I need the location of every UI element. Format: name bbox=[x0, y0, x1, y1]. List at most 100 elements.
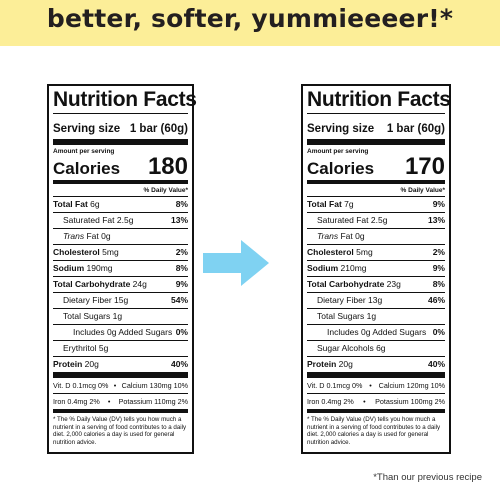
nutrient-dv: 9% bbox=[432, 199, 445, 209]
nutrient-amount: 15g bbox=[114, 295, 129, 305]
nutrient-label: Trans bbox=[317, 231, 339, 241]
total-fat-row: Total Fat 7g 9% bbox=[307, 197, 445, 213]
arrow-right-icon bbox=[203, 240, 269, 286]
trans-fat-row: Trans Fat 0g bbox=[307, 229, 445, 245]
sodium-row: Sodium 210mg 9% bbox=[307, 261, 445, 277]
daily-value-footnote: * The % Daily Value (DV) tells you how m… bbox=[53, 416, 187, 446]
calories-value: 180 bbox=[147, 153, 188, 180]
nutrient-label: Dietary Fiber bbox=[63, 295, 112, 305]
nutrient-amount: 7g bbox=[344, 199, 354, 209]
dietary-fiber-row: Dietary Fiber 15g 54% bbox=[53, 293, 188, 309]
nutrient-dv: 9% bbox=[175, 279, 188, 289]
nutrient-amount: 190mg bbox=[86, 263, 113, 273]
total-fat-row: Total Fat 6g 8% bbox=[53, 197, 188, 213]
nutrient-dv: 8% bbox=[175, 263, 188, 273]
nutrient-amount: 1g bbox=[366, 311, 377, 321]
added-sugars-row: Includes 0g Added Sugars 0% bbox=[307, 325, 445, 341]
vitamin-entry: Potassium 110mg 2% bbox=[118, 397, 188, 406]
nutrient-amount: Fat 0g bbox=[84, 231, 111, 241]
calories-row: Calories 170 bbox=[307, 155, 445, 184]
nutrient-label: Total Carbohydrate bbox=[307, 279, 385, 289]
saturated-fat-row: Saturated Fat 2.5g 13% bbox=[53, 213, 188, 229]
daily-value-header: % Daily Value* bbox=[53, 184, 188, 197]
nutrient-amount: Fat 0g bbox=[338, 231, 365, 241]
vitamin-row-2: Iron 0.4mg 2% • Potassium 110mg 2% bbox=[53, 394, 188, 413]
nutrient-dv: 0% bbox=[175, 327, 188, 337]
total-carbohydrate-row: Total Carbohydrate 23g 8% bbox=[307, 277, 445, 293]
vitamin-row-1: Vit. D 0.1mcg 0% • Calcium 120mg 10% bbox=[307, 378, 445, 394]
nutrient-dv: 40% bbox=[427, 359, 445, 369]
vitamin-entry: Calcium 130mg 10% bbox=[121, 381, 188, 390]
nutrient-label: Total Carbohydrate bbox=[53, 279, 131, 289]
nutrient-dv: 40% bbox=[170, 359, 188, 369]
separator-dot: • bbox=[363, 397, 366, 406]
nutrient-label: Cholesterol bbox=[53, 247, 100, 257]
nutrient-label: Saturated Fat bbox=[317, 215, 369, 225]
separator-dot: • bbox=[107, 397, 111, 406]
nutrient-label: Total Sugars bbox=[63, 311, 111, 321]
nutrient-amount: 2.5g bbox=[116, 215, 134, 225]
nutrient-dv: 2% bbox=[432, 247, 445, 257]
headline: better, softer, yummieeeer!* bbox=[46, 4, 454, 33]
nutrient-label: Total Fat bbox=[307, 199, 342, 209]
nutrient-label: Sugar Alcohols bbox=[317, 343, 374, 353]
nutrient-amount: 23g bbox=[386, 279, 401, 289]
nutrient-label: Total Sugars bbox=[317, 311, 365, 321]
nutrient-dv: 46% bbox=[427, 295, 445, 305]
nutrient-label: Includes 0g Added Sugars bbox=[327, 327, 427, 337]
serving-size-value: 1 bar (60g) bbox=[129, 123, 188, 135]
nutrient-amount: 13g bbox=[368, 295, 383, 305]
vitamin-entry: Calcium 120mg 10% bbox=[378, 381, 445, 390]
nutrient-dv: 13% bbox=[427, 215, 445, 225]
serving-size-label: Serving size bbox=[53, 123, 121, 135]
recipe-footnote: *Than our previous recipe bbox=[373, 472, 482, 483]
nutrient-amount: 1g bbox=[112, 311, 123, 321]
protein-row: Protein 20g 40% bbox=[53, 357, 188, 378]
sugar-alcohols-row: Sugar Alcohols 6g bbox=[307, 341, 445, 357]
nutrient-dv: 0% bbox=[432, 327, 445, 337]
calories-row: Calories 180 bbox=[53, 155, 188, 184]
nutrient-amount: 24g bbox=[132, 279, 147, 289]
nutrient-amount: 20g bbox=[84, 359, 99, 369]
nutrient-amount: 5mg bbox=[356, 247, 373, 257]
serving-size-row: Serving size 1 bar (60g) bbox=[53, 114, 188, 145]
daily-value-header: % Daily Value* bbox=[307, 184, 445, 197]
vitamin-entry: Potassium 100mg 2% bbox=[375, 397, 445, 406]
nutrient-label: Trans bbox=[63, 231, 85, 241]
erythritol-row: Erythritol 5g bbox=[53, 341, 188, 357]
nutrient-label: Saturated Fat bbox=[63, 215, 115, 225]
nutrient-amount: 5g bbox=[98, 343, 109, 353]
nutrient-label: Protein bbox=[307, 359, 337, 369]
nutrient-label: Erythritol bbox=[63, 343, 97, 353]
nutrient-label: Sodium bbox=[53, 263, 85, 273]
dietary-fiber-row: Dietary Fiber 13g 46% bbox=[307, 293, 445, 309]
vitamin-entry: Iron 0.4mg 2% bbox=[307, 397, 354, 406]
nutrient-label: Protein bbox=[53, 359, 83, 369]
serving-size-label: Serving size bbox=[307, 123, 375, 135]
headline-banner bbox=[0, 0, 500, 46]
nutrition-facts-panel-new: Nutrition Facts Serving size 1 bar (60g)… bbox=[301, 84, 451, 454]
vitamin-entry: Vit. D 0.1mcg 0% bbox=[53, 381, 109, 390]
separator-dot: • bbox=[113, 381, 117, 390]
vitamin-entry: Iron 0.4mg 2% bbox=[53, 397, 100, 406]
nutrient-label: Includes 0g Added Sugars bbox=[73, 327, 173, 337]
cholesterol-row: Cholesterol 5mg 2% bbox=[53, 245, 188, 261]
nutrient-label: Total Fat bbox=[53, 199, 88, 209]
nutrient-label: Dietary Fiber bbox=[317, 295, 366, 305]
nutrient-dv: 13% bbox=[170, 215, 188, 225]
nutrient-dv: 8% bbox=[432, 279, 445, 289]
nutrient-dv: 8% bbox=[175, 199, 188, 209]
amount-per-serving: Amount per serving bbox=[53, 148, 115, 155]
nutrient-label: Sodium bbox=[307, 263, 339, 273]
added-sugars-row: Includes 0g Added Sugars 0% bbox=[53, 325, 188, 341]
nutrient-amount: 6g bbox=[376, 343, 386, 353]
vitamin-row-2: Iron 0.4mg 2% • Potassium 100mg 2% bbox=[307, 394, 445, 413]
total-carbohydrate-row: Total Carbohydrate 24g 9% bbox=[53, 277, 188, 293]
trans-fat-row: Trans Fat 0g bbox=[53, 229, 188, 245]
calories-label: Calories bbox=[53, 159, 121, 178]
total-sugars-row: Total Sugars 1g bbox=[53, 309, 188, 325]
saturated-fat-row: Saturated Fat 2.5g 13% bbox=[307, 213, 445, 229]
nutrient-dv: 54% bbox=[170, 295, 188, 305]
vitamin-row-1: Vit. D 0.1mcg 0% • Calcium 130mg 10% bbox=[53, 378, 188, 394]
serving-size-value: 1 bar (60g) bbox=[386, 123, 445, 135]
